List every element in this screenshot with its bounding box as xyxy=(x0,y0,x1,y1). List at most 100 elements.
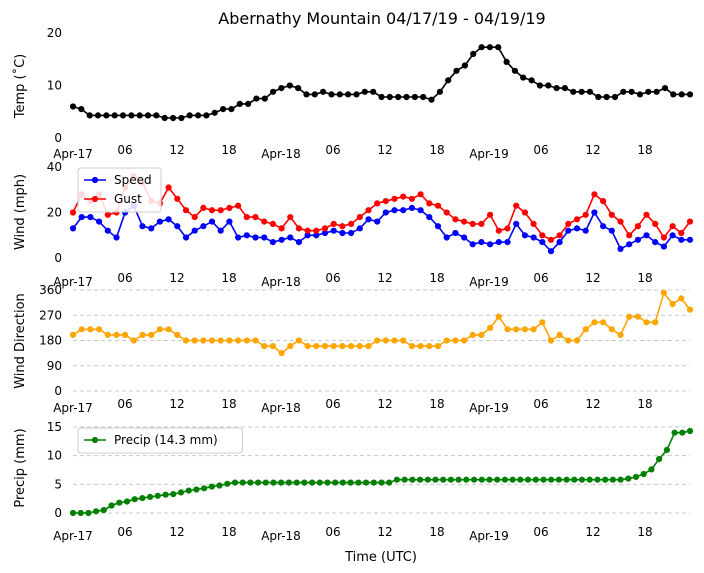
data-point xyxy=(156,218,163,225)
x-axis-label: Time (UTC) xyxy=(344,550,417,565)
data-point xyxy=(86,112,93,119)
data-point xyxy=(339,223,346,230)
legend-label: Gust xyxy=(114,192,142,206)
data-point xyxy=(147,493,154,500)
data-point xyxy=(461,62,468,69)
data-point xyxy=(443,209,450,216)
data-point xyxy=(69,331,77,338)
x-tick-label: Apr-17 xyxy=(53,529,93,543)
y-tick-label: 0 xyxy=(54,506,62,520)
data-point xyxy=(563,476,570,483)
legend-marker xyxy=(91,176,99,184)
x-tick-label: 06 xyxy=(117,397,132,411)
data-point xyxy=(262,479,269,486)
data-point xyxy=(401,476,408,483)
data-point xyxy=(686,427,694,435)
data-point xyxy=(556,239,563,246)
y-tick-label: 10 xyxy=(47,449,62,463)
legend-marker xyxy=(91,436,99,444)
y-tick-label: 0 xyxy=(54,251,62,265)
data-point xyxy=(252,234,259,241)
data-point xyxy=(193,486,200,493)
data-point xyxy=(382,198,389,205)
data-point xyxy=(165,216,172,223)
data-point xyxy=(201,485,208,492)
data-point xyxy=(434,343,442,350)
data-point xyxy=(670,91,677,98)
data-point xyxy=(311,91,318,98)
data-point xyxy=(609,476,617,483)
x-tick-label: 18 xyxy=(221,397,236,411)
y-tick-label: 0 xyxy=(54,384,62,398)
data-point xyxy=(162,491,169,498)
data-point xyxy=(278,479,285,486)
data-point xyxy=(594,476,601,483)
data-point xyxy=(602,476,609,483)
data-point xyxy=(191,214,198,221)
y-tick-label: 0 xyxy=(54,131,62,145)
data-point xyxy=(361,88,368,95)
data-point xyxy=(370,479,377,486)
data-point xyxy=(286,82,293,89)
data-point xyxy=(295,85,302,92)
data-point xyxy=(148,225,155,232)
data-point xyxy=(640,470,647,478)
data-point xyxy=(643,211,650,218)
data-point xyxy=(154,492,161,499)
x-tick-label: 12 xyxy=(585,143,600,157)
data-point xyxy=(174,223,181,230)
data-point xyxy=(565,227,572,234)
data-point xyxy=(104,227,111,234)
data-point xyxy=(395,93,402,101)
data-point xyxy=(504,239,511,246)
data-point xyxy=(556,331,563,338)
data-point xyxy=(617,476,624,483)
data-point xyxy=(191,337,198,344)
data-point xyxy=(663,446,671,453)
data-point xyxy=(417,343,424,350)
data-point xyxy=(243,214,250,221)
data-point xyxy=(295,239,302,246)
data-point xyxy=(370,88,377,95)
data-point xyxy=(304,232,311,239)
data-point xyxy=(161,114,168,122)
data-point xyxy=(216,482,223,489)
y-axis-label: Precip (mm) xyxy=(13,428,28,507)
data-point xyxy=(478,220,485,227)
data-point xyxy=(595,93,602,101)
data-point xyxy=(316,479,323,486)
data-point xyxy=(116,499,123,506)
data-point xyxy=(330,343,337,350)
data-point xyxy=(511,67,518,74)
data-point xyxy=(270,479,277,486)
data-point xyxy=(411,93,418,101)
x-tick-label: Apr-18 xyxy=(261,147,301,161)
data-point xyxy=(313,343,320,350)
data-point xyxy=(217,227,224,234)
x-tick-label: Apr-18 xyxy=(261,401,301,415)
data-point xyxy=(104,211,111,218)
data-point xyxy=(443,234,450,241)
data-point xyxy=(382,209,389,216)
data-point xyxy=(269,239,276,246)
data-point xyxy=(208,483,215,490)
data-point xyxy=(495,313,502,320)
data-point xyxy=(426,343,433,350)
data-point xyxy=(660,289,668,296)
data-point xyxy=(463,476,470,483)
data-point xyxy=(617,218,624,225)
x-tick-label: 06 xyxy=(325,143,340,157)
data-point xyxy=(77,509,84,517)
data-point xyxy=(174,195,181,202)
data-point xyxy=(417,207,424,214)
data-point xyxy=(208,207,216,214)
data-point xyxy=(669,232,676,239)
data-point xyxy=(636,91,644,98)
data-point xyxy=(617,245,624,252)
data-point xyxy=(87,326,94,333)
data-point xyxy=(570,88,577,95)
data-point xyxy=(208,218,216,225)
data-point xyxy=(339,343,346,350)
data-point xyxy=(295,337,302,344)
y-tick-label: 20 xyxy=(47,206,62,220)
